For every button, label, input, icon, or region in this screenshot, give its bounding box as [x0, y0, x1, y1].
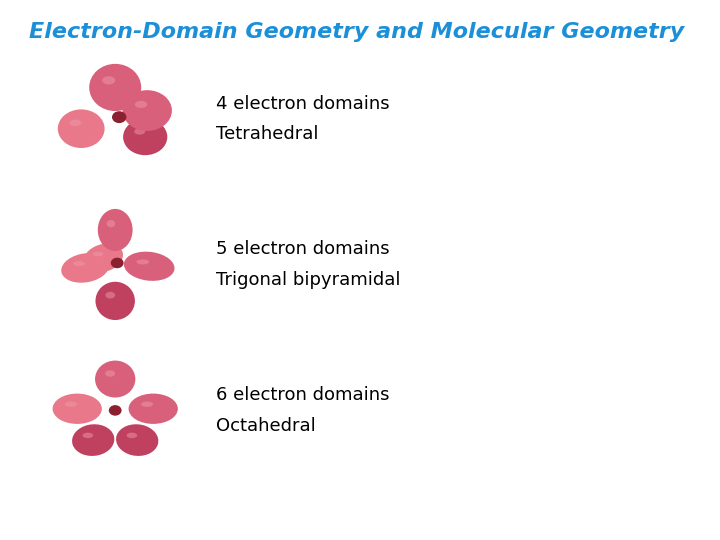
Ellipse shape [89, 64, 141, 111]
Ellipse shape [107, 220, 115, 227]
Ellipse shape [124, 252, 174, 281]
Ellipse shape [73, 261, 85, 266]
Text: 4 electron domains: 4 electron domains [216, 94, 390, 113]
Ellipse shape [65, 402, 77, 407]
Circle shape [109, 405, 122, 416]
Ellipse shape [72, 424, 114, 456]
Ellipse shape [129, 394, 178, 424]
Ellipse shape [123, 119, 167, 155]
Ellipse shape [96, 282, 135, 320]
Text: 6 electron domains: 6 electron domains [216, 386, 390, 404]
Ellipse shape [105, 292, 115, 299]
Ellipse shape [122, 90, 172, 131]
Ellipse shape [58, 110, 104, 148]
Ellipse shape [83, 433, 93, 438]
Ellipse shape [134, 129, 145, 134]
Text: Tetrahedral: Tetrahedral [216, 125, 318, 143]
Ellipse shape [53, 394, 102, 424]
Ellipse shape [93, 252, 103, 256]
Ellipse shape [105, 370, 115, 377]
Text: Electron-Domain Geometry and Molecular Geometry: Electron-Domain Geometry and Molecular G… [29, 22, 684, 42]
Ellipse shape [102, 76, 115, 84]
Ellipse shape [137, 259, 149, 265]
Ellipse shape [127, 433, 138, 438]
Ellipse shape [116, 424, 158, 456]
Ellipse shape [70, 119, 81, 126]
Ellipse shape [135, 101, 147, 108]
Text: 5 electron domains: 5 electron domains [216, 240, 390, 259]
Text: Trigonal bipyramidal: Trigonal bipyramidal [216, 271, 400, 289]
Ellipse shape [95, 361, 135, 397]
Ellipse shape [84, 244, 123, 273]
Circle shape [111, 258, 124, 268]
Ellipse shape [61, 253, 109, 283]
Text: Octahedral: Octahedral [216, 416, 316, 435]
Ellipse shape [98, 209, 132, 251]
Circle shape [112, 111, 127, 123]
Ellipse shape [141, 402, 153, 407]
